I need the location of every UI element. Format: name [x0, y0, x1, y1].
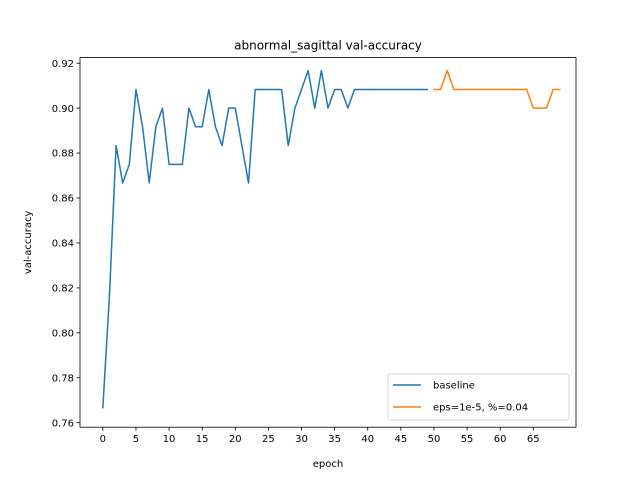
legend-box [387, 373, 570, 421]
y-axis-label: val-accuracy [23, 211, 34, 275]
plot-frame [79, 57, 577, 428]
x-tick-label: 35 [328, 434, 341, 445]
x-tick-label: 40 [361, 434, 374, 445]
y-tick-label: 0.88 [52, 149, 74, 160]
y-tick-label: 0.80 [52, 328, 74, 339]
series-line-baseline [102, 69, 429, 409]
x-tick-label: 45 [394, 434, 407, 445]
x-tick-label: 0 [100, 434, 106, 445]
x-axis-ticks: 0 5 10 15 20 25 30 35 40 45 50 55 60 65 [100, 427, 540, 445]
x-tick-label: 10 [163, 434, 176, 445]
x-tick-label: 20 [229, 434, 242, 445]
x-axis-label: epoch [313, 459, 343, 470]
series-layer [102, 69, 561, 409]
legend: baseline eps=1e-5, %=0.04 [387, 373, 570, 421]
y-tick-label: 0.84 [52, 239, 74, 250]
y-tick-label: 0.82 [52, 283, 74, 294]
x-tick-label: 50 [428, 434, 441, 445]
plot-area [80, 57, 576, 428]
x-tick-label: 30 [295, 434, 308, 445]
chart-title: abnormal_sagittal val-accuracy [234, 39, 422, 53]
y-tick-label: 0.78 [52, 373, 74, 384]
y-tick-label: 0.86 [52, 194, 74, 205]
legend-label-eps: eps=1e-5, %=0.04 [433, 403, 528, 414]
x-tick-label: 15 [196, 434, 209, 445]
legend-label-baseline: baseline [433, 381, 475, 392]
x-tick-label: 55 [461, 434, 474, 445]
y-tick-label: 0.90 [52, 104, 74, 115]
x-tick-label: 25 [262, 434, 275, 445]
y-tick-label: 0.92 [52, 59, 74, 70]
x-tick-label: 5 [133, 434, 139, 445]
y-tick-label: 0.76 [52, 418, 74, 429]
x-tick-label: 60 [494, 434, 507, 445]
series-line-eps [433, 69, 561, 109]
y-axis-ticks: 0.76 0.78 0.80 0.82 0.84 0.86 0.88 0.90 0.92 [52, 59, 80, 429]
x-tick-label: 65 [527, 434, 540, 445]
